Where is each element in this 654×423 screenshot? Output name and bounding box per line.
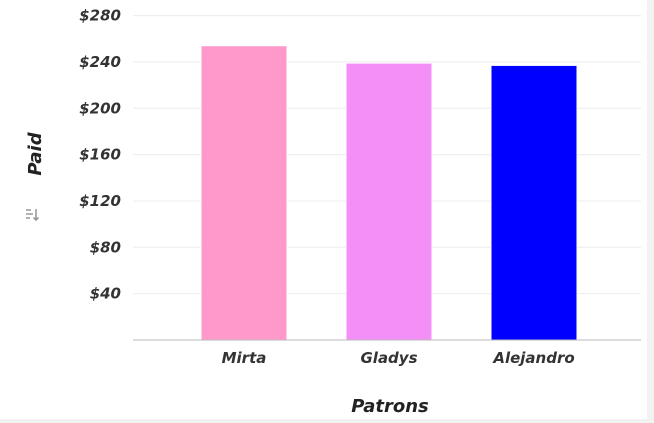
x-tick-label: Gladys: [360, 349, 417, 367]
y-tick-label: $40: [90, 285, 121, 303]
x-tick-labels: Mirta Gladys Alejandro: [222, 349, 575, 367]
y-tick-labels: $40 $80 $120 $160 $200 $240 $280: [79, 7, 121, 303]
y-axis-title: Paid: [25, 131, 46, 175]
x-tick-label: Mirta: [222, 349, 267, 367]
y-tick-label: $280: [79, 7, 121, 25]
x-tick-label: Alejandro: [492, 349, 574, 367]
y-tick-label: $160: [79, 146, 121, 164]
x-axis-title: Patrons: [351, 396, 429, 417]
y-tick-label: $80: [90, 238, 121, 256]
bars: [200, 45, 578, 341]
y-tick-label: $120: [79, 192, 121, 210]
window-edge: [647, 0, 654, 419]
bar-gladys[interactable]: [345, 62, 433, 341]
chart-card: $40 $80 $120 $160 $200 $240 $280 Mirta Gladys Al…: [0, 0, 647, 419]
bar-mirta[interactable]: [200, 45, 288, 341]
bar-chart: $40 $80 $120 $160 $200 $240 $280 Mirta Gladys Al…: [25, 7, 641, 417]
sort-icon[interactable]: [24, 207, 40, 223]
bar-alejandro[interactable]: [490, 64, 578, 341]
y-tick-label: $240: [79, 53, 121, 71]
y-tick-label: $200: [79, 99, 121, 117]
